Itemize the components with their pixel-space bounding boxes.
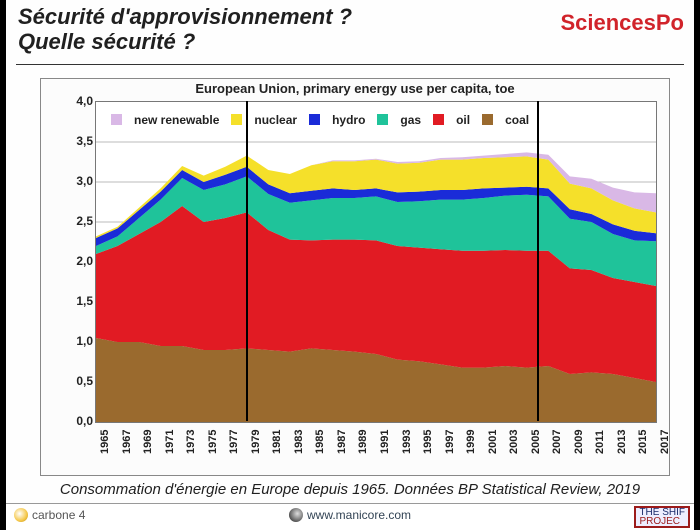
footer-right-logo: THE SHIF PROJEC (634, 504, 690, 530)
x-tick: 2011 (594, 430, 606, 454)
x-tick: 1985 (314, 430, 326, 454)
x-tick: 2003 (508, 430, 520, 454)
y-tick: 1,5 (53, 294, 93, 308)
chart-caption: Consommation d'énergie en Europe depuis … (6, 481, 694, 498)
x-tick: 1969 (142, 430, 154, 454)
x-tick: 2013 (616, 430, 628, 454)
y-tick: 0,0 (53, 414, 93, 428)
x-tick: 1987 (336, 430, 348, 454)
y-tick: 1,0 (53, 334, 93, 348)
moon-icon (289, 508, 303, 522)
legend-item-new_renewable: new renewable (111, 113, 219, 127)
x-tick: 1997 (444, 430, 456, 454)
x-tick: 1993 (401, 430, 413, 454)
y-tick: 3,5 (53, 134, 93, 148)
x-tick: 1975 (207, 430, 219, 454)
x-tick: 2007 (551, 430, 563, 454)
chart-title: European Union, primary energy use per c… (41, 81, 669, 96)
x-tick: 2005 (530, 430, 542, 454)
chart-legend: new renewable nuclear hydro gasoilcoal (111, 113, 653, 127)
x-tick: 1971 (164, 430, 176, 454)
legend-swatch (309, 114, 320, 125)
legend-swatch (111, 114, 122, 125)
legend-swatch (377, 114, 388, 125)
legend-item-nuclear: nuclear (231, 113, 297, 127)
x-tick: 1999 (465, 430, 477, 454)
x-tick: 1991 (379, 430, 391, 454)
bulb-icon (14, 508, 28, 522)
slide-footer: carbone 4 www.manicore.com THE SHIF PROJ… (6, 503, 694, 530)
y-tick: 0,5 (53, 374, 93, 388)
legend-item-gas: gas (377, 113, 421, 127)
y-tick: 2,0 (53, 254, 93, 268)
x-tick: 2009 (573, 430, 585, 454)
legend-swatch (231, 114, 242, 125)
legend-item-hydro: hydro (309, 113, 365, 127)
x-tick: 1979 (250, 430, 262, 454)
header-rule (16, 64, 684, 65)
slide-header: Sécurité d'approvisionnement ? Quelle sé… (6, 0, 694, 68)
x-tick: 1973 (185, 430, 197, 454)
chart-container: European Union, primary energy use per c… (40, 78, 670, 476)
legend-swatch (482, 114, 493, 125)
x-tick: 1967 (121, 430, 133, 454)
chart-plot-area (95, 101, 657, 423)
stacked-area-svg (96, 102, 656, 422)
legend-item-coal: coal (482, 113, 529, 127)
x-tick: 1965 (99, 430, 111, 454)
legend-swatch (433, 114, 444, 125)
x-tick: 1977 (228, 430, 240, 454)
y-tick: 2,5 (53, 214, 93, 228)
footer-left-logo: carbone 4 (14, 508, 85, 522)
footer-center: www.manicore.com (289, 508, 411, 522)
x-tick: 1983 (293, 430, 305, 454)
footer-url: www.manicore.com (307, 508, 411, 522)
x-tick: 1981 (271, 430, 283, 454)
legend-item-oil: oil (433, 113, 470, 127)
y-tick: 3,0 (53, 174, 93, 188)
marker-line (537, 101, 539, 421)
marker-line (246, 101, 248, 421)
y-tick: 4,0 (53, 94, 93, 108)
footer-left-text: carbone 4 (32, 508, 85, 522)
sciencespo-logo: SciencesPo (560, 10, 684, 36)
shift-project-logo: THE SHIF PROJEC (634, 506, 690, 528)
tsp-line2: PROJEC (639, 517, 685, 526)
x-tick: 2015 (637, 430, 649, 454)
x-tick: 1989 (357, 430, 369, 454)
x-tick: 2017 (659, 430, 671, 454)
x-tick: 1995 (422, 430, 434, 454)
x-tick: 2001 (487, 430, 499, 454)
slide: Sécurité d'approvisionnement ? Quelle sé… (6, 0, 694, 530)
